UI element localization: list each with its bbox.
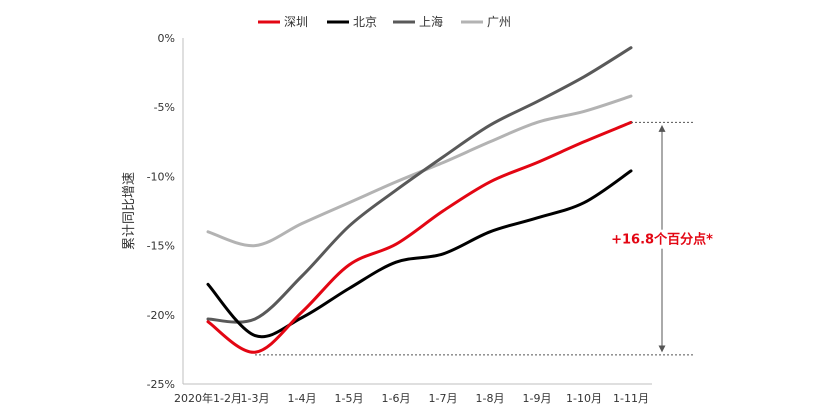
axes: 累计同比增速: [122, 38, 652, 385]
x-tick-label: 1-6月: [382, 392, 411, 405]
series-line-北京: [206, 169, 633, 339]
tick-labels: 0% -5% -10% -15% -20% -25%2020年1-2月1-3月 1-4月 1-…: [147, 32, 649, 405]
legend-label: 深圳: [284, 15, 308, 29]
y-axis-title: 累计同比增速: [122, 172, 137, 250]
series-line-广州: [206, 94, 633, 248]
legend: 深圳 北京 上海 广州: [258, 14, 511, 29]
legend-label: 北京: [353, 15, 377, 29]
annotation-label-background: [606, 229, 718, 249]
annotation: +16.8个百分点*: [255, 121, 718, 356]
legend-label: 上海: [419, 14, 443, 29]
annotation-label: +16.8个百分点*: [611, 232, 713, 248]
y-tick-label: 0%: [158, 32, 175, 45]
x-tick-label: 1-4月: [288, 392, 317, 405]
x-tick-label: 1-3月: [241, 392, 270, 405]
x-tick-label: 1-11月: [613, 392, 649, 405]
series-line-上海: [206, 46, 633, 324]
legend-label: 广州: [487, 15, 511, 29]
x-tick-label: 1-7月: [429, 392, 458, 405]
y-tick-label: -20%: [147, 309, 175, 322]
y-tick-label: -5%: [154, 101, 175, 114]
x-tick-label: 2020年1-2月: [174, 391, 242, 405]
x-tick-label: 1-5月: [335, 392, 364, 405]
x-tick-label: 1-10月: [566, 392, 602, 405]
y-tick-label: -10%: [147, 170, 175, 183]
x-tick-label: 1-8月: [476, 392, 505, 405]
series-line-深圳: [206, 120, 633, 354]
series-lines: [206, 46, 633, 354]
y-tick-label: -25%: [147, 378, 175, 391]
y-tick-label: -15%: [147, 240, 175, 253]
x-tick-label: 1-9月: [523, 392, 552, 405]
